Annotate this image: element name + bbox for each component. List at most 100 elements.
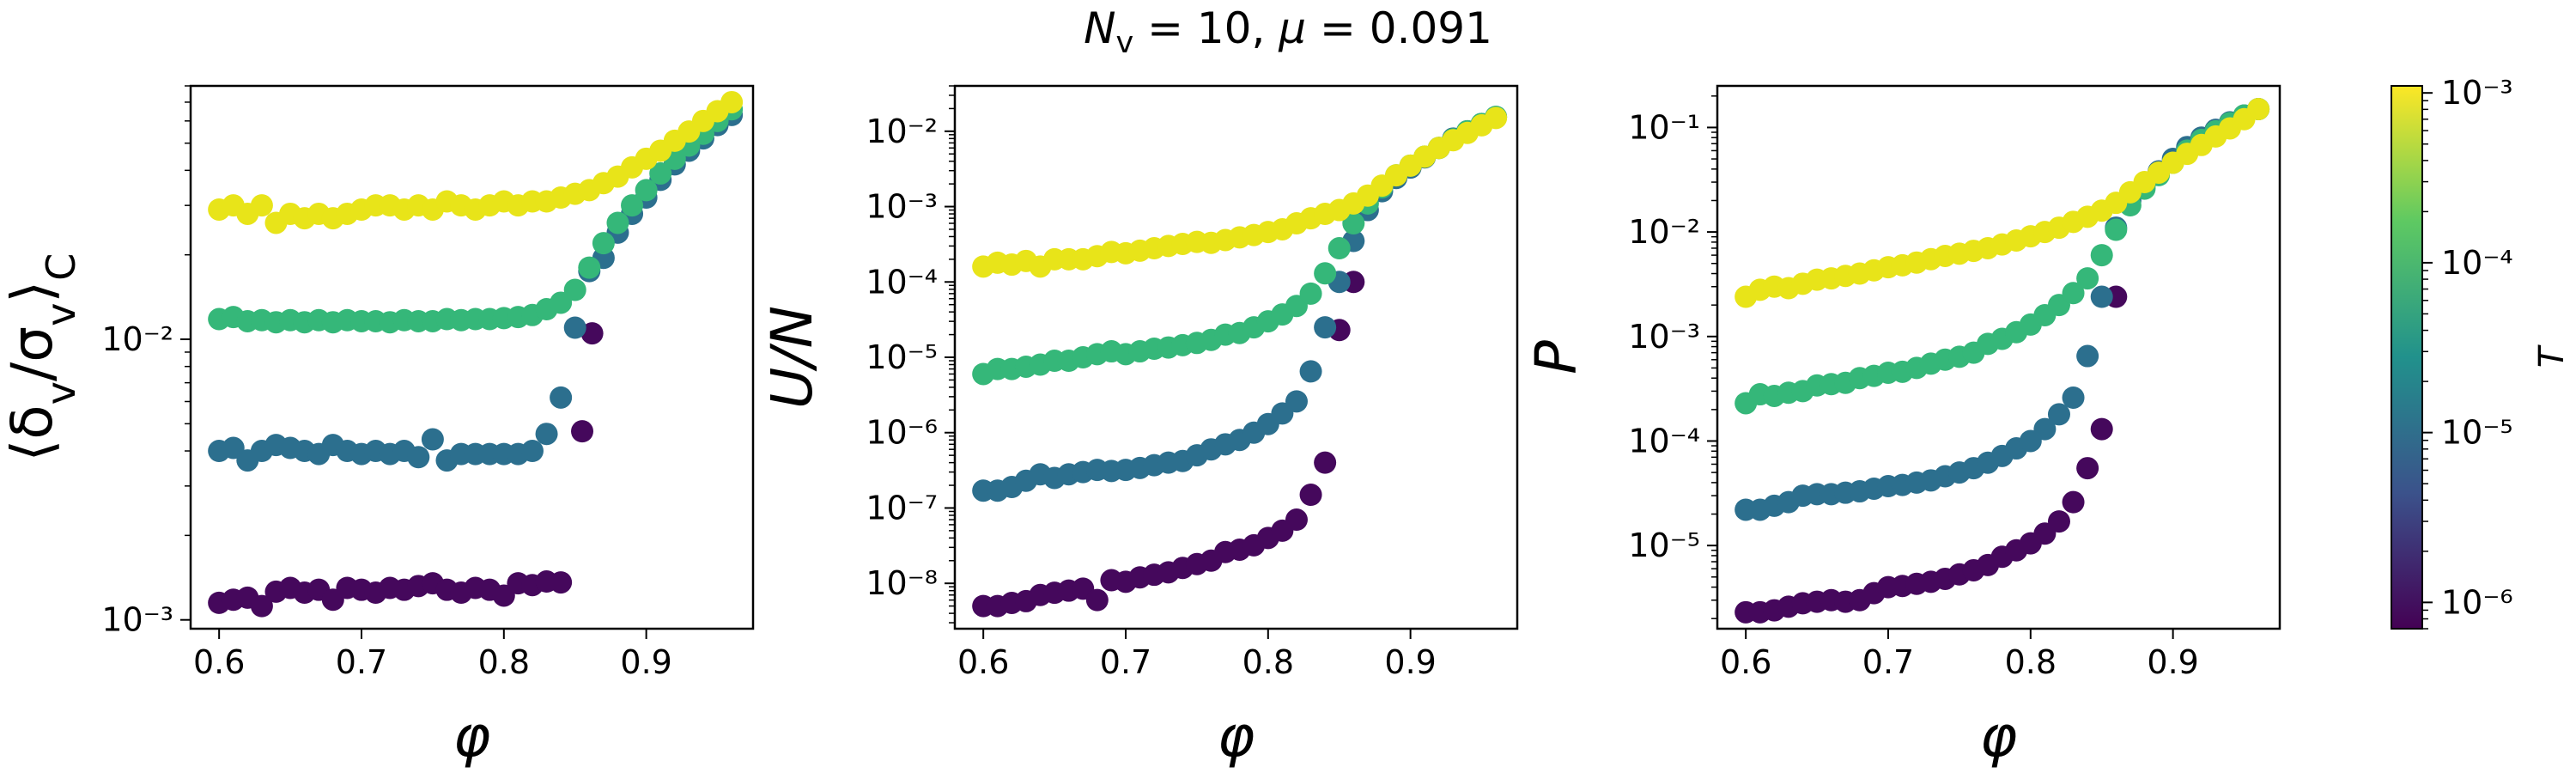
data-point [550, 386, 573, 409]
data-point [635, 179, 658, 202]
data-point [2105, 218, 2128, 241]
data-point [1299, 484, 1322, 507]
data-point [2033, 417, 2057, 441]
x-tick-label: 0.8 [2005, 643, 2057, 681]
data-point [1285, 390, 1308, 413]
suptitle-text: Nv = 10, μ = 0.091 [1084, 3, 1492, 60]
series-T-0.001 [208, 90, 744, 234]
y-axis-label: ⟨δv/σv⟩C [0, 253, 84, 462]
y-axis-label: U/N [759, 306, 825, 409]
data-point [1314, 451, 1337, 474]
data-point [2062, 386, 2085, 409]
data-point [550, 571, 573, 594]
x-tick-label: 0.7 [1100, 643, 1151, 681]
scatter-points [972, 106, 1508, 618]
series-T-0.000001 [972, 271, 1365, 618]
axes-frame [189, 84, 755, 630]
data-point [578, 256, 601, 279]
series-T-0.001 [1735, 97, 2270, 308]
colorbar-tick-label: 10⁻³ [2441, 74, 2513, 112]
data-point [621, 194, 644, 217]
data-point [649, 161, 672, 185]
y-tick-label: 10⁻³ [101, 601, 173, 639]
axes-frame [1716, 84, 2281, 630]
panel-3: 0.6 0.7 0.8 0.9 10⁻⁵ 10⁻⁴ 10⁻³ 10⁻² 10⁻¹ φ P [1523, 84, 2281, 770]
data-point [1085, 588, 1109, 612]
data-point [720, 90, 744, 113]
data-point [1299, 360, 1322, 383]
data-point [421, 428, 444, 451]
y-tick-label: 10⁻⁵ [866, 338, 938, 376]
x-tick-label: 0.8 [1242, 643, 1294, 681]
x-tick-label: 0.8 [478, 643, 530, 681]
data-point [2090, 285, 2113, 308]
data-point [550, 291, 573, 314]
panel-2: 0.6 0.7 0.8 0.9 10⁻⁸ 10⁻⁷ 10⁻⁶ 10⁻⁵ 10⁻⁴ 10⁻³ 10⁻²… [759, 84, 1519, 770]
colorbar-tick-label: 10⁻⁵ [2441, 414, 2513, 452]
x-tick-label: 0.6 [193, 643, 245, 681]
x-tick-label: 0.6 [1720, 643, 1771, 681]
y-tick-label: 10⁻³ [1628, 318, 1700, 356]
colorbar-tick-label: 10⁻⁶ [2441, 583, 2513, 621]
y-tick-label: 10⁻⁸ [866, 564, 938, 602]
x-axis-label: φ [453, 703, 491, 770]
data-point [520, 440, 544, 463]
data-point [1285, 508, 1308, 532]
data-point [1299, 282, 1322, 305]
panel-1: 0.6 0.7 0.8 0.9 10⁻³ 10⁻² φ ⟨δv/σv⟩C [0, 84, 755, 770]
data-point [2076, 267, 2099, 290]
y-tick-label: 10⁻¹ [1628, 108, 1700, 146]
data-point [2062, 282, 2085, 305]
colorbar-tick-label: 10⁻⁴ [2441, 244, 2513, 282]
y-tick-label: 10⁻⁷ [866, 489, 938, 526]
figure-suptitle: Nv = 10, μ = 0.091 [0, 3, 2576, 60]
x-axis-label: φ [1218, 703, 1255, 770]
scatter-points [1735, 97, 2270, 624]
y-tick-label: 10⁻² [1628, 213, 1700, 251]
x-tick-label: 0.9 [1384, 643, 1436, 681]
data-point [606, 211, 629, 234]
x-axis-label: φ [1980, 703, 2018, 770]
x-tick-label: 0.7 [336, 643, 387, 681]
y-axis-label: P [1523, 340, 1589, 374]
data-point [2247, 97, 2270, 120]
data-point [592, 232, 615, 255]
x-tick-label: 0.7 [1862, 643, 1914, 681]
data-point [2090, 244, 2113, 267]
y-tick-label: 10⁻⁴ [866, 263, 938, 301]
colorbar: 10⁻³ 10⁻⁴ 10⁻⁵ 10⁻⁶ T [2391, 74, 2572, 630]
x-tick-label: 0.9 [620, 643, 671, 681]
data-point [407, 446, 430, 469]
data-point [2047, 510, 2070, 533]
data-point [250, 594, 273, 618]
series-T-0.000001 [208, 322, 604, 618]
data-point [571, 420, 594, 443]
x-tick-label: 0.9 [2147, 643, 2198, 681]
data-point [1327, 237, 1351, 260]
data-point [2090, 417, 2113, 441]
data-point [2076, 344, 2099, 368]
y-tick-label: 10⁻⁶ [866, 414, 938, 452]
data-point [535, 423, 558, 446]
y-tick-label: 10⁻⁴ [1628, 422, 1700, 460]
data-point [563, 316, 586, 339]
data-point [2047, 403, 2070, 426]
y-tick-label: 10⁻² [866, 113, 938, 150]
data-point [1342, 212, 1365, 235]
series-T-0.001 [972, 107, 1508, 278]
data-point [2062, 490, 2085, 514]
y-tick-label: 10⁻³ [866, 188, 938, 226]
data-point [2076, 457, 2099, 480]
data-point [1314, 262, 1337, 285]
colorbar-label: T [2532, 344, 2572, 368]
data-point [250, 194, 273, 217]
series-T-0.000001 [1735, 285, 2128, 624]
x-tick-label: 0.6 [957, 643, 1009, 681]
colorbar-gradient [2391, 85, 2423, 630]
y-tick-label: 10⁻² [101, 320, 173, 358]
data-point [580, 322, 604, 345]
data-point [563, 278, 586, 301]
data-point [1314, 316, 1337, 339]
scatter-points [208, 90, 744, 618]
